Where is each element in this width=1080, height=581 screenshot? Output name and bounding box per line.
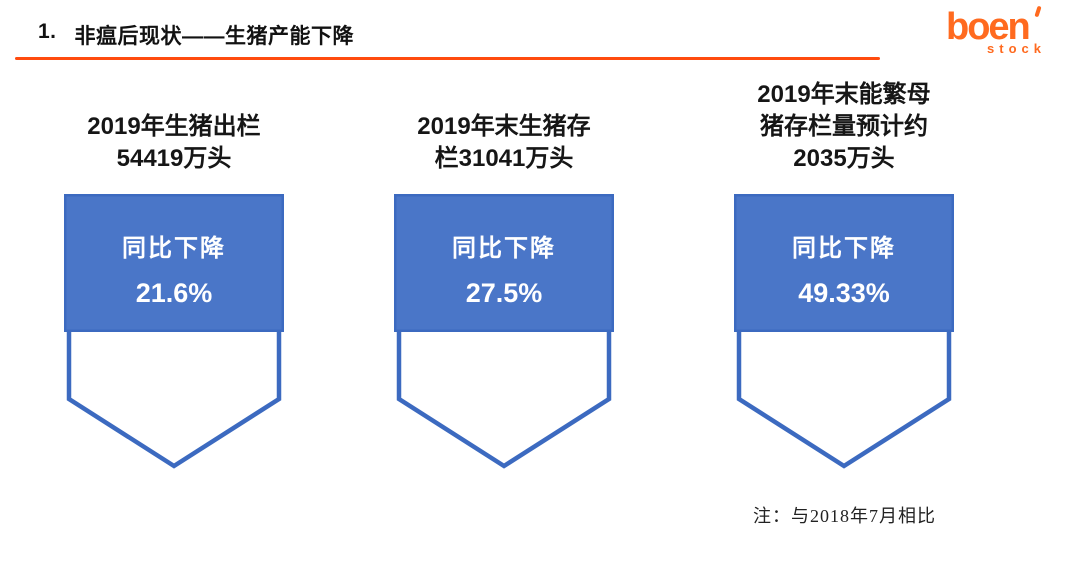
banner-shape: 同比下降 27.5% xyxy=(394,194,614,474)
logo: boen stock xyxy=(944,5,1046,56)
logo-subtext: stock xyxy=(987,41,1046,56)
banner-value: 21.6% xyxy=(135,278,213,308)
footnote: 注：与2018年7月相比 xyxy=(753,506,936,526)
banner-graphic xyxy=(64,194,284,469)
stat-column-slaughter: 2019年生猪出栏 54419万头 同比下降 21.6% xyxy=(44,75,304,474)
logo-text: boen xyxy=(946,6,1031,48)
stat-heading-line: 54419万头 xyxy=(116,145,232,172)
stat-heading-line: 猪存栏量预计约 xyxy=(760,113,928,140)
banner-label: 同比下降 xyxy=(122,235,226,262)
stat-heading-line: 2019年末生猪存 xyxy=(417,113,591,140)
title-underline xyxy=(15,57,880,60)
stat-heading: 2019年末生猪存 栏31041万头 xyxy=(374,75,634,175)
banner-value: 49.33% xyxy=(798,278,890,308)
banner-shape: 同比下降 21.6% xyxy=(64,194,284,474)
banner-shape: 同比下降 49.33% xyxy=(734,194,954,474)
page-title: 1. 非瘟后现状——生猪产能下降 xyxy=(38,20,354,50)
title-number: 1. xyxy=(38,20,57,43)
title-text: 非瘟后现状——生猪产能下降 xyxy=(74,25,355,48)
banner-label: 同比下降 xyxy=(792,235,896,262)
stat-heading-line: 栏31041万头 xyxy=(434,145,574,172)
banner-label: 同比下降 xyxy=(452,235,556,262)
banner-fill xyxy=(64,194,284,332)
banner-fill xyxy=(394,194,614,332)
logo-accent-mark xyxy=(1034,5,1042,18)
stat-heading-line: 2019年末能繁母 xyxy=(757,81,931,108)
stat-heading-line: 2019年生猪出栏 xyxy=(87,113,261,140)
stat-heading: 2019年生猪出栏 54419万头 xyxy=(44,75,304,175)
stat-heading-line: 2035万头 xyxy=(793,145,895,172)
stat-heading: 2019年末能繁母 猪存栏量预计约 2035万头 xyxy=(714,75,974,175)
logo-wordmark: boen xyxy=(944,5,1046,48)
banner-value: 27.5% xyxy=(465,278,543,308)
banner-graphic xyxy=(734,194,954,469)
banner-graphic xyxy=(394,194,614,469)
stat-column-inventory: 2019年末生猪存 栏31041万头 同比下降 27.5% xyxy=(374,75,634,474)
banner-fill xyxy=(734,194,954,332)
stat-column-sows: 2019年末能繁母 猪存栏量预计约 2035万头 同比下降 49.33% xyxy=(714,75,974,474)
